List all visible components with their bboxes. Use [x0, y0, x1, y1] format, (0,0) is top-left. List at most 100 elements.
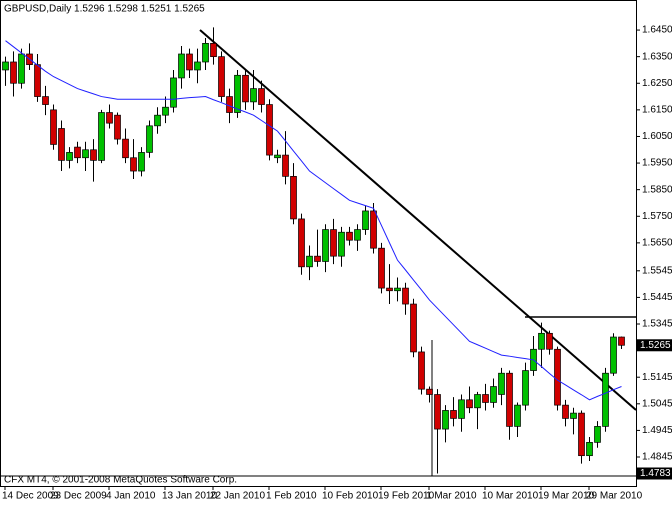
candle-body: [98, 112, 105, 161]
x-tick-label: 13 Jan 2010: [162, 491, 217, 502]
candle-body: [338, 231, 345, 257]
candle-body: [538, 332, 545, 350]
candle-body: [266, 104, 273, 156]
candle-body: [74, 146, 81, 159]
y-tick-label: 1.6150: [642, 105, 672, 116]
candle-body: [386, 287, 393, 292]
candle-body: [114, 114, 121, 140]
y-tick-label: 1.5750: [642, 211, 672, 222]
chart-title: GBPUSD,Daily 1.5296 1.5298 1.5251 1.5265: [4, 4, 205, 15]
x-tick-label: 1 Feb 2010: [266, 491, 317, 502]
candle-body: [210, 43, 217, 58]
candle-body: [194, 61, 201, 71]
y-tick-label: 1.5650: [642, 238, 672, 249]
candle-body: [594, 426, 601, 443]
y-tick-label: 1.6250: [642, 78, 672, 89]
y-tick-label: 1.4845: [642, 452, 672, 463]
candle-body: [578, 412, 585, 457]
candle-body: [10, 61, 17, 84]
candle-body: [90, 149, 97, 161]
candle-body: [610, 336, 617, 374]
y-tick-label: 1.6450: [642, 25, 672, 36]
y-tick-label: 1.5950: [642, 158, 672, 169]
candle-body: [298, 218, 305, 268]
trend-line: [199, 29, 637, 411]
candle-body: [306, 255, 313, 268]
x-tick-label: 22 Jan 2010: [210, 491, 265, 502]
x-tick-label: 23 Dec 2009: [50, 491, 107, 502]
candle-body: [170, 77, 177, 108]
candle-body: [450, 410, 457, 419]
x-tick-label: 19 Mar 2010: [538, 491, 595, 502]
candle-body: [618, 336, 625, 346]
candle-body: [42, 96, 49, 105]
candle-body: [370, 210, 377, 249]
candle-body: [146, 125, 153, 153]
candle-body: [154, 114, 161, 127]
candle-body: [506, 372, 513, 427]
candle-body: [394, 287, 401, 292]
price-label-box: [637, 339, 672, 352]
candle-body: [514, 404, 521, 427]
candle-body: [250, 88, 257, 103]
candle-body: [490, 386, 497, 403]
candle-body: [562, 404, 569, 419]
candle-body: [66, 152, 73, 161]
x-tick-label: 4 Jan 2010: [106, 491, 156, 502]
candle-body: [570, 412, 577, 419]
candle-body: [218, 56, 225, 97]
plot-frame: [0, 0, 637, 487]
moving-average: [5, 40, 622, 401]
x-tick-label: 10 Feb 2010: [322, 491, 379, 502]
y-tick-label: 1.6350: [642, 51, 672, 62]
candle-body: [346, 231, 353, 241]
y-tick-label: 1.6050: [642, 131, 672, 142]
price-label-box: [637, 467, 672, 480]
candle-body: [474, 394, 481, 409]
candle-body: [434, 394, 441, 430]
candle-body: [546, 332, 553, 350]
y-tick-label: 1.5345: [642, 319, 672, 330]
candle-body: [426, 388, 433, 395]
candle-body: [18, 53, 25, 84]
candle-body: [322, 229, 329, 262]
candle-body: [522, 370, 529, 406]
y-tick-label: 1.4945: [642, 425, 672, 436]
candle-body: [82, 149, 89, 159]
price-label: 1.4783: [640, 468, 671, 479]
y-tick-label: 1.5850: [642, 184, 672, 195]
x-tick-label: 1 Mar 2010: [426, 491, 477, 502]
candle-body: [130, 157, 137, 172]
price-label: 1.5265: [640, 340, 671, 351]
y-tick-label: 1.5445: [642, 292, 672, 303]
x-tick-label: 29 Mar 2010: [586, 491, 643, 502]
candle-body: [498, 372, 505, 395]
candle-body: [378, 247, 385, 289]
candle-body: [2, 61, 9, 71]
candle-body: [122, 138, 129, 159]
candle-body: [402, 287, 409, 305]
candle-body: [354, 229, 361, 241]
y-tick-label: 1.5145: [642, 372, 672, 383]
candle-body: [34, 64, 41, 97]
x-tick-label: 19 Feb 2010: [378, 491, 435, 502]
candle-body: [482, 394, 489, 403]
candle-body: [418, 351, 425, 390]
candle-body: [234, 74, 241, 113]
candle-body: [410, 303, 417, 353]
candle-body: [138, 152, 145, 172]
candle-body: [330, 229, 337, 257]
candle-body: [586, 442, 593, 457]
candle-body: [162, 106, 169, 116]
footer: CFX MT4, © 2001-2008 MetaQuotes Software…: [4, 475, 237, 486]
candle-body: [106, 112, 113, 124]
candle-body: [202, 43, 209, 63]
candle-body: [362, 210, 369, 230]
candle-body: [442, 410, 449, 430]
candle-body: [314, 255, 321, 262]
candle-body: [458, 399, 465, 419]
candle-body: [50, 109, 57, 145]
candle-body: [274, 154, 281, 159]
candle-body: [602, 372, 609, 427]
